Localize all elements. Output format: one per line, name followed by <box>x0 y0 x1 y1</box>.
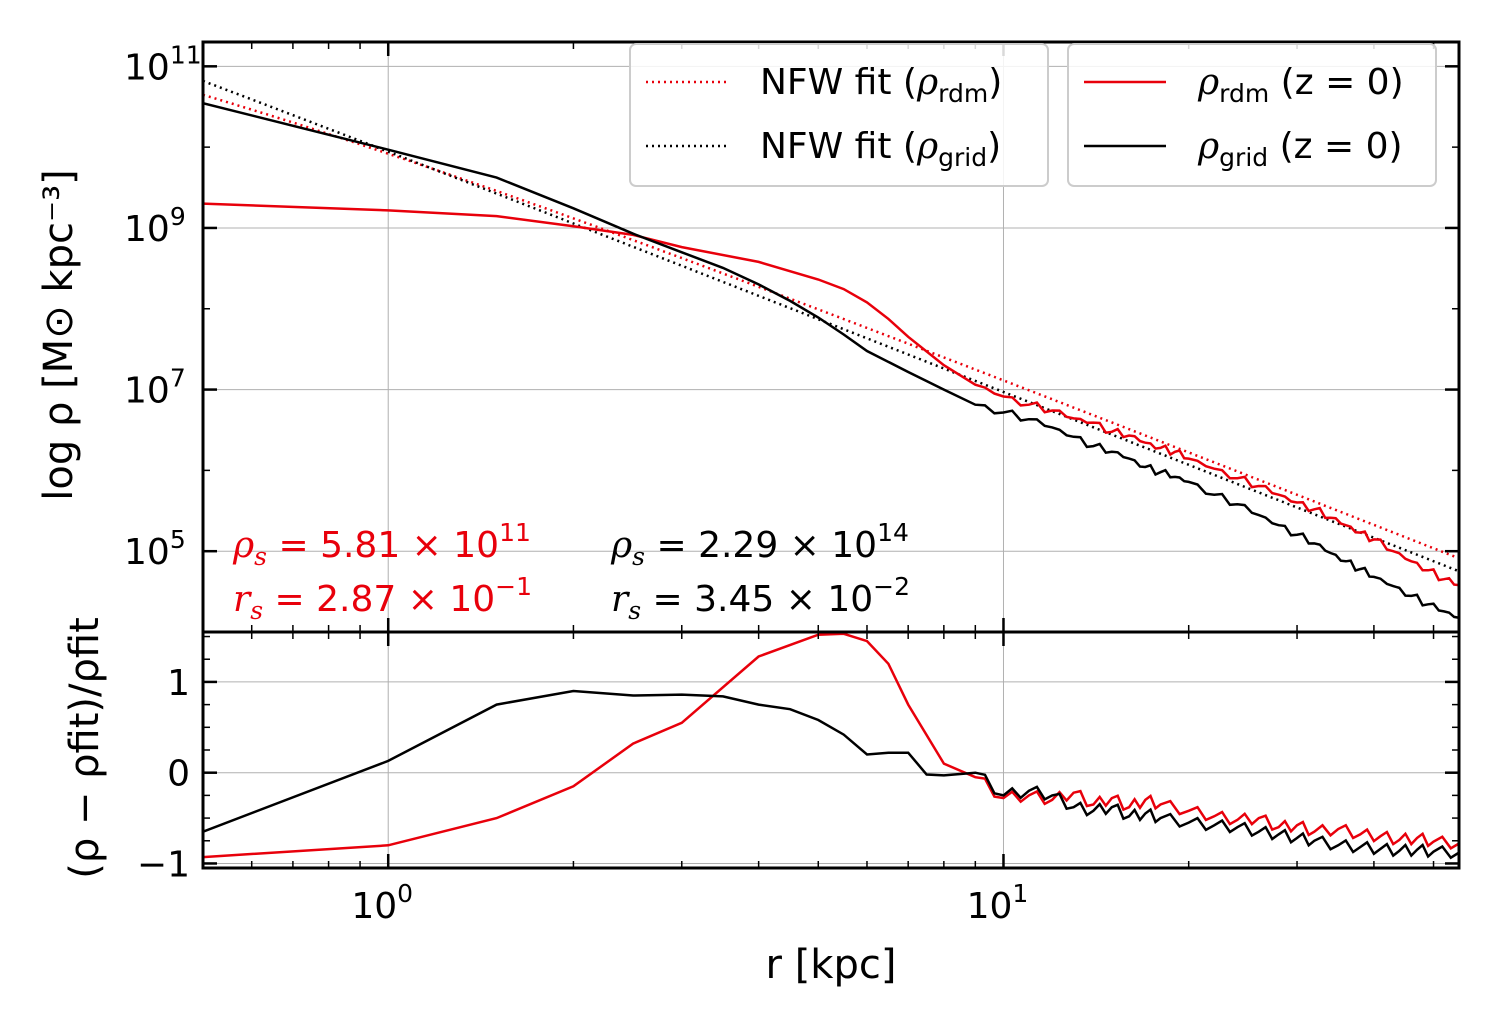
bottom-panel-frame <box>201 630 1461 870</box>
legend-label-nfw_rdm: NFW fit (ρrdm) <box>760 62 1002 108</box>
legend-box <box>1067 43 1437 187</box>
y-tick-label: 107 <box>124 364 186 412</box>
legend-label-nfw_grid: NFW fit (ρgrid) <box>760 126 1001 172</box>
legends: NFW fit (ρrdm) NFW fit (ρgrid) ρrdm (z = 0… <box>629 43 1437 187</box>
y-axis-label-bottom: (ρ − ρfit)/ρfit <box>62 617 108 879</box>
legend-box <box>629 43 1049 187</box>
y-tick-label: 109 <box>124 202 186 250</box>
y-axis-label-top: log ρ [M⊙ kpc⁻³] <box>36 169 82 500</box>
x-axis-label: r [kpc] <box>766 942 897 988</box>
rdm-r-s-value: rs = 2.87 × 10−1 <box>233 572 532 625</box>
y-tick-label: 0 <box>167 754 190 795</box>
grid-r-s-value: rs = 3.45 × 10−2 <box>611 572 910 625</box>
bottom-panel-series <box>203 632 1459 860</box>
tick-labels: 100 101 105 107 109 1011 −1 0 1 <box>124 40 1028 927</box>
x-tick-label: 100 <box>351 879 413 927</box>
series-line-rho_grid <box>203 101 1459 620</box>
top-panel-series <box>203 79 1459 620</box>
y-tick-label: 1011 <box>124 40 202 88</box>
bottom-panel-grid <box>203 632 1459 868</box>
legend-label-rho_rdm: ρrdm (z = 0) <box>1197 62 1404 108</box>
series-line-nfw_grid <box>203 79 1459 573</box>
y-tick-label: −1 <box>137 844 190 885</box>
series-line-res_grid <box>203 689 1459 860</box>
grid-rho-s-value: ρs = 2.29 × 1014 <box>610 518 909 571</box>
y-tick-label: 1 <box>167 663 190 704</box>
x-tick-label: 101 <box>967 879 1029 927</box>
y-tick-label: 105 <box>124 525 186 573</box>
series-line-res_rdm <box>203 632 1459 859</box>
rdm-rho-s-value: ρs = 5.81 × 1011 <box>232 518 531 571</box>
series-line-rho_rdm <box>203 202 1459 587</box>
legend-label-rho_grid: ρgrid (z = 0) <box>1197 126 1403 172</box>
